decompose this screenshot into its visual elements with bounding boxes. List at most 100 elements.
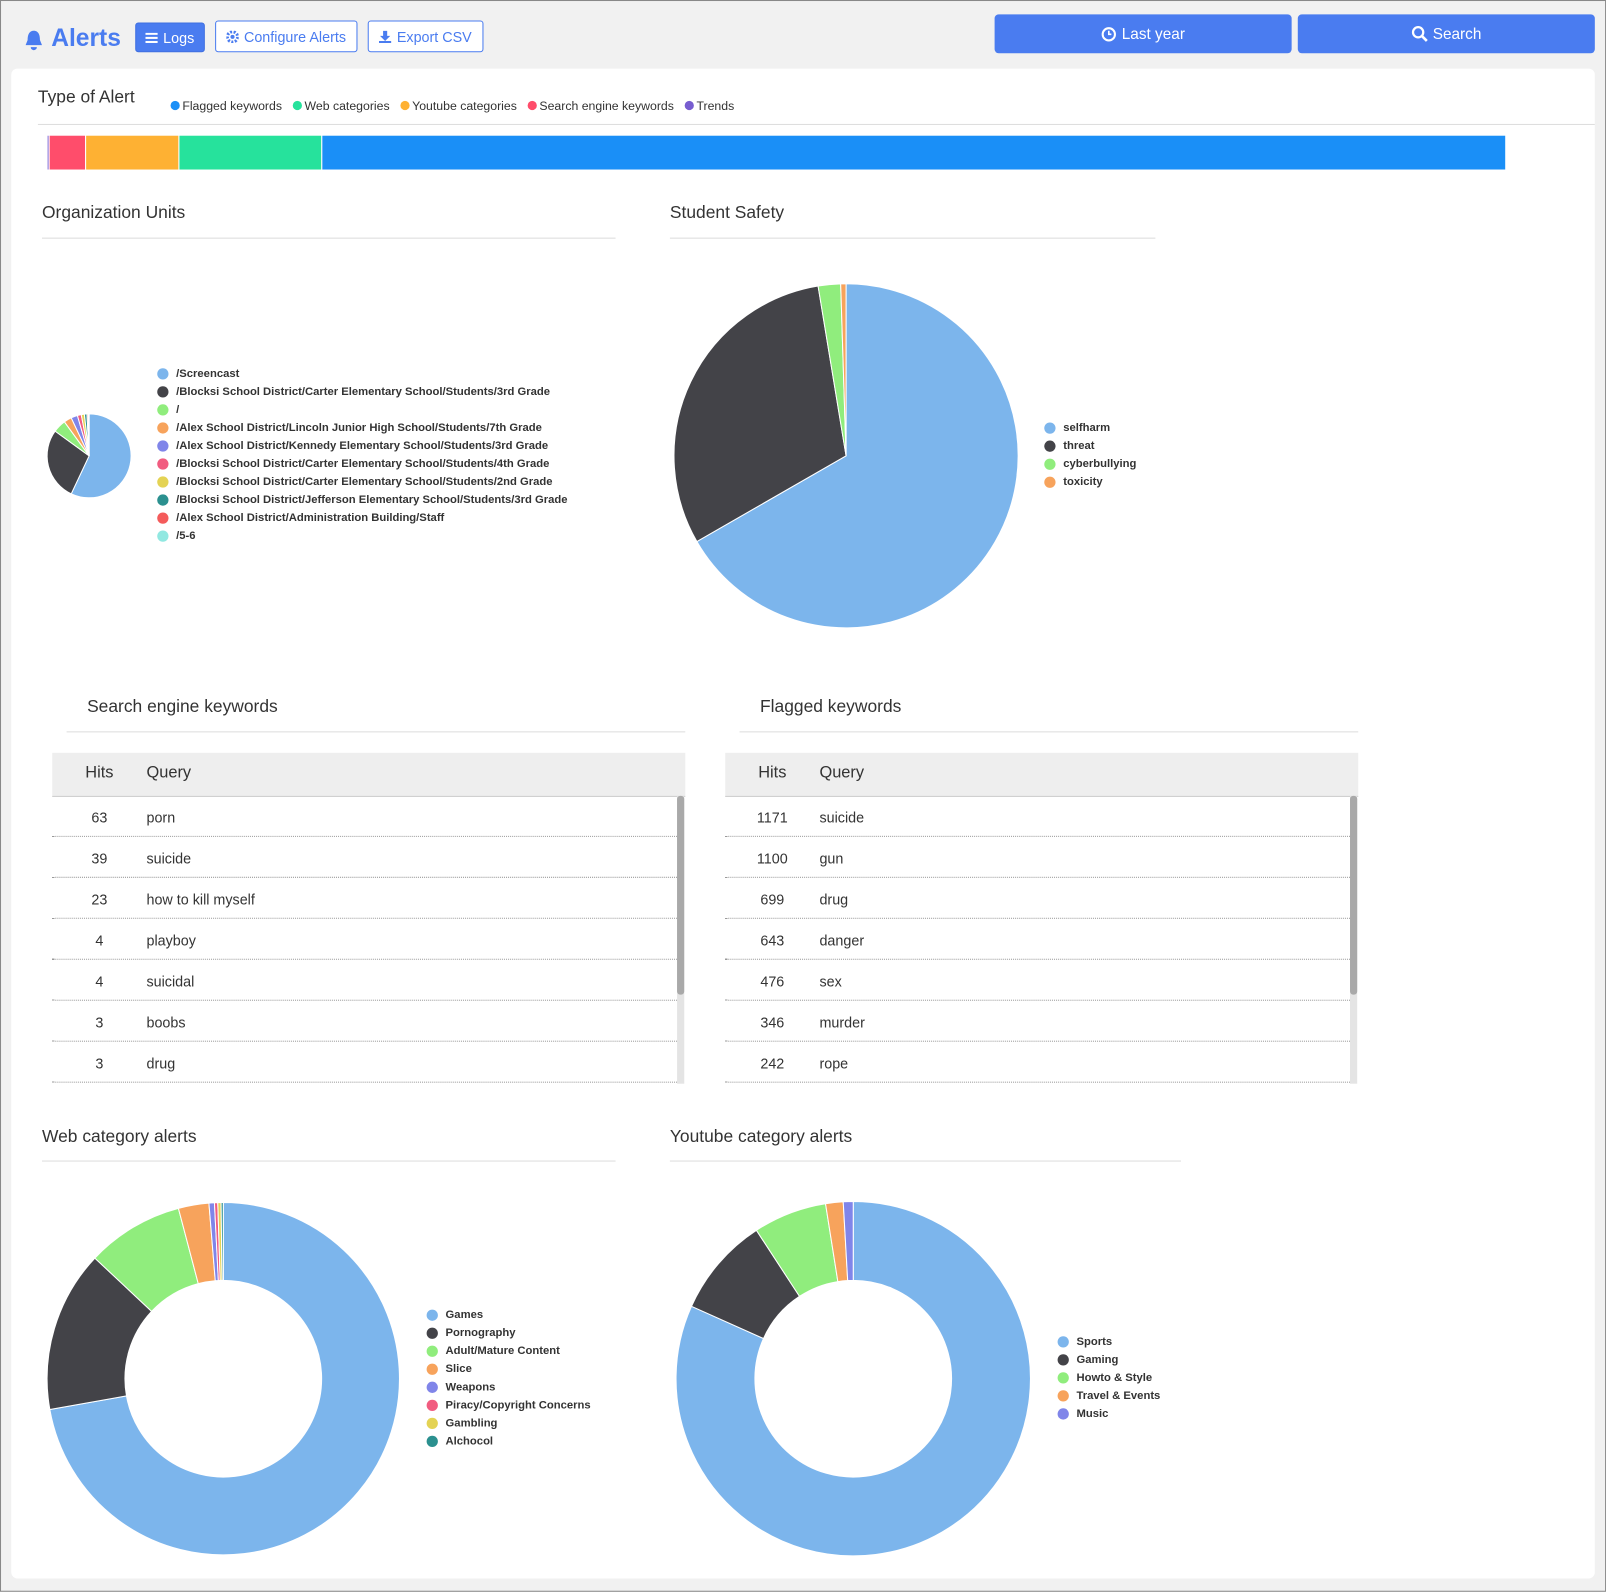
hits-cell: 346 — [760, 1014, 785, 1031]
stacked-bar-segment — [178, 134, 323, 171]
stacked-bar-segment — [48, 134, 87, 171]
legend-marker — [426, 1327, 438, 1339]
legend-label: Flagged keywords — [182, 99, 282, 113]
legend-label: Music — [1077, 1408, 1109, 1420]
legend-marker — [157, 422, 169, 434]
section-title: Student Safety — [669, 202, 785, 223]
table-row: 242 rope — [725, 1042, 1351, 1083]
legend-marker — [157, 404, 169, 416]
legend-marker — [1057, 1336, 1069, 1348]
time-range-button[interactable]: Last year — [994, 14, 1292, 54]
legend-label: /Blocksi School District/Carter Elementa… — [176, 386, 550, 398]
legend-marker — [426, 1363, 438, 1375]
legend-label: Web categories — [305, 99, 390, 113]
search-button[interactable]: Search — [1297, 14, 1595, 54]
legend-label: Alchocol — [446, 1435, 494, 1447]
query-cell: sex — [819, 973, 842, 990]
legend-label: / — [176, 404, 180, 416]
section-title: Web category alerts — [41, 1126, 197, 1147]
configure-alerts-button[interactable]: Configure Alerts — [215, 20, 358, 53]
legend-label: /Alex School District/Lincoln Junior Hig… — [176, 422, 542, 434]
section-title: Youtube category alerts — [669, 1126, 853, 1147]
legend-marker — [426, 1435, 438, 1448]
page-title: Alerts — [51, 24, 121, 53]
legend-label: /Alex School District/Kennedy Elementary… — [176, 440, 548, 452]
button-label: Last year — [1121, 25, 1185, 43]
query-cell: suicide — [819, 809, 865, 826]
legend-label: Slice — [446, 1363, 472, 1375]
legend-marker — [1044, 458, 1056, 470]
hits-cell: 3 — [95, 1014, 104, 1031]
pie-slice — [46, 430, 90, 495]
legend-marker — [157, 530, 169, 542]
stacked-bar-segment — [85, 134, 180, 171]
query-cell: suicide — [146, 850, 192, 867]
hits-cell: 1100 — [756, 850, 788, 867]
hits-cell: 23 — [91, 891, 108, 908]
table-row: 346 murder — [725, 1001, 1351, 1042]
keyword-table: Hits Query 1171 suicide 1100 gun 699 drug 643 dan… — [725, 752, 1359, 1084]
legend-label: Pornography — [446, 1327, 517, 1339]
pie-slice — [70, 413, 132, 499]
table-row: 39 suicide — [52, 837, 678, 878]
query-cell: drug — [146, 1055, 176, 1072]
legend-marker — [426, 1345, 438, 1357]
legend-marker — [527, 100, 537, 111]
legend-marker — [157, 476, 169, 488]
table-row: 3 boobs — [52, 1001, 678, 1042]
section-divider — [739, 731, 1359, 733]
hits-cell: 4 — [95, 932, 104, 949]
section-title: Organization Units — [41, 202, 186, 223]
hits-cell: 699 — [760, 891, 785, 908]
query-cell: drug — [819, 891, 849, 908]
table-row: 4 playboy — [52, 919, 678, 960]
legend-label: Gaming — [1077, 1354, 1119, 1366]
query-cell: how to kill myself — [146, 891, 255, 908]
legend-marker — [1057, 1390, 1069, 1402]
legend-label: Adult/Mature Content — [446, 1345, 561, 1357]
legend-marker — [1057, 1408, 1069, 1420]
legend-label: /Screencast — [176, 368, 239, 380]
legend-marker — [1044, 476, 1056, 488]
legend-marker — [1044, 422, 1056, 434]
export-csv-button[interactable]: Export CSV — [367, 20, 484, 53]
legend-marker — [157, 494, 169, 506]
column-header: Query — [146, 764, 192, 782]
scrollbar-thumb — [1350, 795, 1358, 995]
bell-icon — [25, 30, 42, 51]
query-cell: playboy — [146, 932, 196, 949]
query-cell: boobs — [146, 1014, 186, 1031]
legend-label: cyberbullying — [1063, 458, 1136, 470]
section-divider — [41, 1160, 616, 1162]
search-icon — [1411, 26, 1428, 42]
table-header: Hits Query — [725, 752, 1359, 797]
legend-label: selfharm — [1063, 422, 1110, 434]
query-cell: murder — [819, 1014, 865, 1031]
legend-marker — [400, 100, 410, 111]
query-cell: rope — [819, 1055, 849, 1072]
donut-slice — [220, 1202, 224, 1281]
table-row: 699 drug — [725, 878, 1351, 919]
hits-cell: 39 — [91, 850, 108, 867]
legend-label: Search engine keywords — [539, 99, 674, 113]
table-row: 3 drug — [52, 1042, 678, 1083]
legend-marker — [170, 100, 180, 111]
hits-cell: 3 — [95, 1055, 104, 1072]
logs-button[interactable]: Logs — [135, 22, 205, 53]
button-label: Search — [1432, 25, 1482, 43]
keyword-table: Hits Query 63 porn 39 suicide 23 how to kill my… — [52, 752, 686, 1084]
menu-icon — [145, 32, 159, 43]
legend-marker — [684, 100, 694, 111]
donut-slice — [675, 1200, 1031, 1557]
legend-label: Weapons — [446, 1381, 496, 1393]
query-cell: danger — [819, 932, 865, 949]
section-divider — [66, 731, 686, 733]
legend-marker — [157, 512, 169, 524]
donut-slice — [49, 1202, 400, 1556]
legend-label: /5-6 — [176, 530, 195, 542]
legend-marker — [157, 386, 169, 398]
stacked-bar-segment — [321, 134, 1507, 171]
legend-marker — [1057, 1354, 1069, 1366]
